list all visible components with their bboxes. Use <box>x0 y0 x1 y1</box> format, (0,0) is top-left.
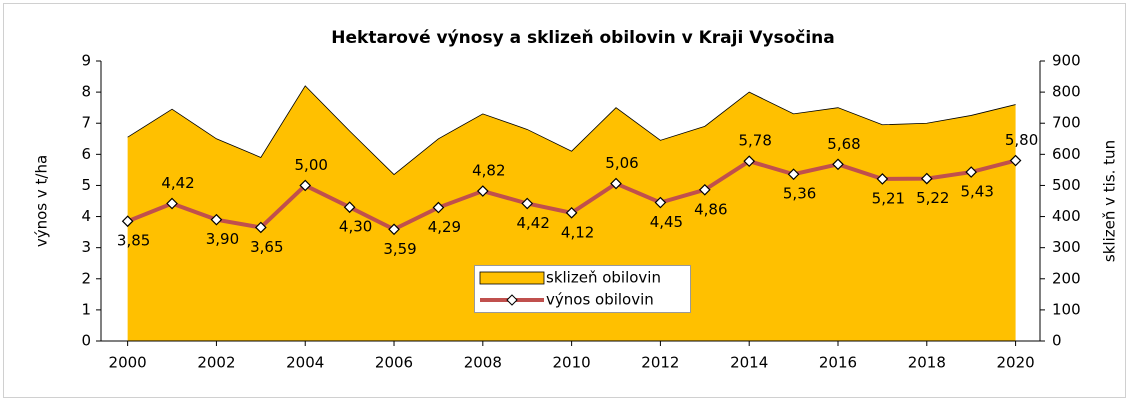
marker <box>388 223 400 236</box>
y-tick-label: 6 <box>81 145 91 163</box>
x-tick-label: 2002 <box>197 354 235 372</box>
marker <box>299 179 312 192</box>
data-label: 4,82 <box>472 162 505 180</box>
data-label: 3,59 <box>383 240 416 258</box>
marker <box>965 166 978 178</box>
y-tick-label: 1 <box>81 300 91 318</box>
y-tick-label: 3 <box>81 238 91 256</box>
data-label: 4,12 <box>561 223 594 241</box>
y-tick-label: 5 <box>81 176 91 194</box>
x-tick-label: 2016 <box>819 354 857 372</box>
y-tick-label: 4 <box>81 207 91 225</box>
marker <box>565 206 578 219</box>
legend: sklizeň obilovin výnos obilovin <box>474 265 691 313</box>
legend-label: sklizeň obilovin <box>546 269 661 287</box>
y2-tick-label: 800 <box>1052 83 1081 101</box>
marker <box>521 197 534 210</box>
data-label: 4,42 <box>517 214 550 232</box>
marker <box>610 177 622 190</box>
marker <box>654 196 667 209</box>
marker <box>166 197 178 210</box>
x-tick-label: 2004 <box>286 354 324 372</box>
y2-axis-label: sklizeň v tis. tun <box>1101 140 1119 262</box>
data-label: 3,90 <box>206 230 239 248</box>
legend-marker <box>506 294 518 306</box>
marker <box>343 201 356 214</box>
y-tick-label: 8 <box>81 83 91 101</box>
x-tick-label: 2020 <box>996 354 1034 372</box>
y2-tick-label: 500 <box>1052 176 1081 194</box>
y2-tick-label: 200 <box>1052 269 1081 287</box>
y2-tick-label: 100 <box>1052 300 1081 318</box>
data-label: 5,21 <box>872 189 905 207</box>
y-axis-label: výnos v t/ha <box>33 155 51 247</box>
marker <box>743 155 756 168</box>
x-tick-label: 2000 <box>109 354 147 372</box>
data-label: 4,30 <box>339 218 372 236</box>
data-label: 5,22 <box>916 189 949 207</box>
y2-tick-label: 300 <box>1052 238 1081 256</box>
marker <box>432 201 445 214</box>
data-label: 5,43 <box>960 183 993 201</box>
x-tick-label: 2012 <box>641 354 679 372</box>
marker <box>876 173 889 185</box>
legend-label: výnos obilovin <box>546 291 654 309</box>
marker <box>210 213 223 226</box>
x-tick-label: 2010 <box>553 354 591 372</box>
x-tick-label: 2008 <box>464 354 502 372</box>
y-tick-label: 0 <box>81 332 91 350</box>
data-label: 4,29 <box>428 218 461 236</box>
x-tick-label: 2018 <box>908 354 946 372</box>
data-label: 5,80 <box>1005 131 1038 149</box>
marker <box>476 185 489 197</box>
y2-tick-label: 400 <box>1052 207 1081 225</box>
marker <box>121 215 134 228</box>
data-label: 3,65 <box>250 238 283 256</box>
data-label: 3,85 <box>117 232 150 250</box>
data-label: 5,36 <box>783 185 816 203</box>
x-tick-label: 2006 <box>375 354 413 372</box>
marker <box>698 183 711 196</box>
data-label: 5,68 <box>827 135 860 153</box>
data-label: 4,45 <box>650 213 683 231</box>
data-label: 5,06 <box>605 154 638 172</box>
y2-tick-label: 700 <box>1052 114 1081 132</box>
y2-tick-label: 900 <box>1052 52 1081 70</box>
data-label: 4,86 <box>694 200 727 218</box>
data-label: 5,78 <box>738 132 771 150</box>
y-tick-label: 9 <box>81 52 91 70</box>
marker <box>920 172 933 185</box>
marker <box>1009 154 1022 167</box>
x-tick-label: 2014 <box>730 354 768 372</box>
data-label: 4,42 <box>161 174 194 192</box>
y2-tick-label: 600 <box>1052 145 1081 163</box>
y-tick-label: 7 <box>81 114 91 132</box>
y-tick-label: 2 <box>81 269 91 287</box>
y2-tick-label: 0 <box>1052 332 1062 350</box>
legend-swatch <box>479 271 545 285</box>
area-outline <box>127 85 1016 176</box>
marker <box>787 168 800 181</box>
chart-title: Hektarové výnosy a sklizeň obilovin v Kr… <box>331 28 834 48</box>
marker <box>254 221 267 234</box>
marker <box>832 158 844 171</box>
data-label: 5,00 <box>295 156 328 174</box>
